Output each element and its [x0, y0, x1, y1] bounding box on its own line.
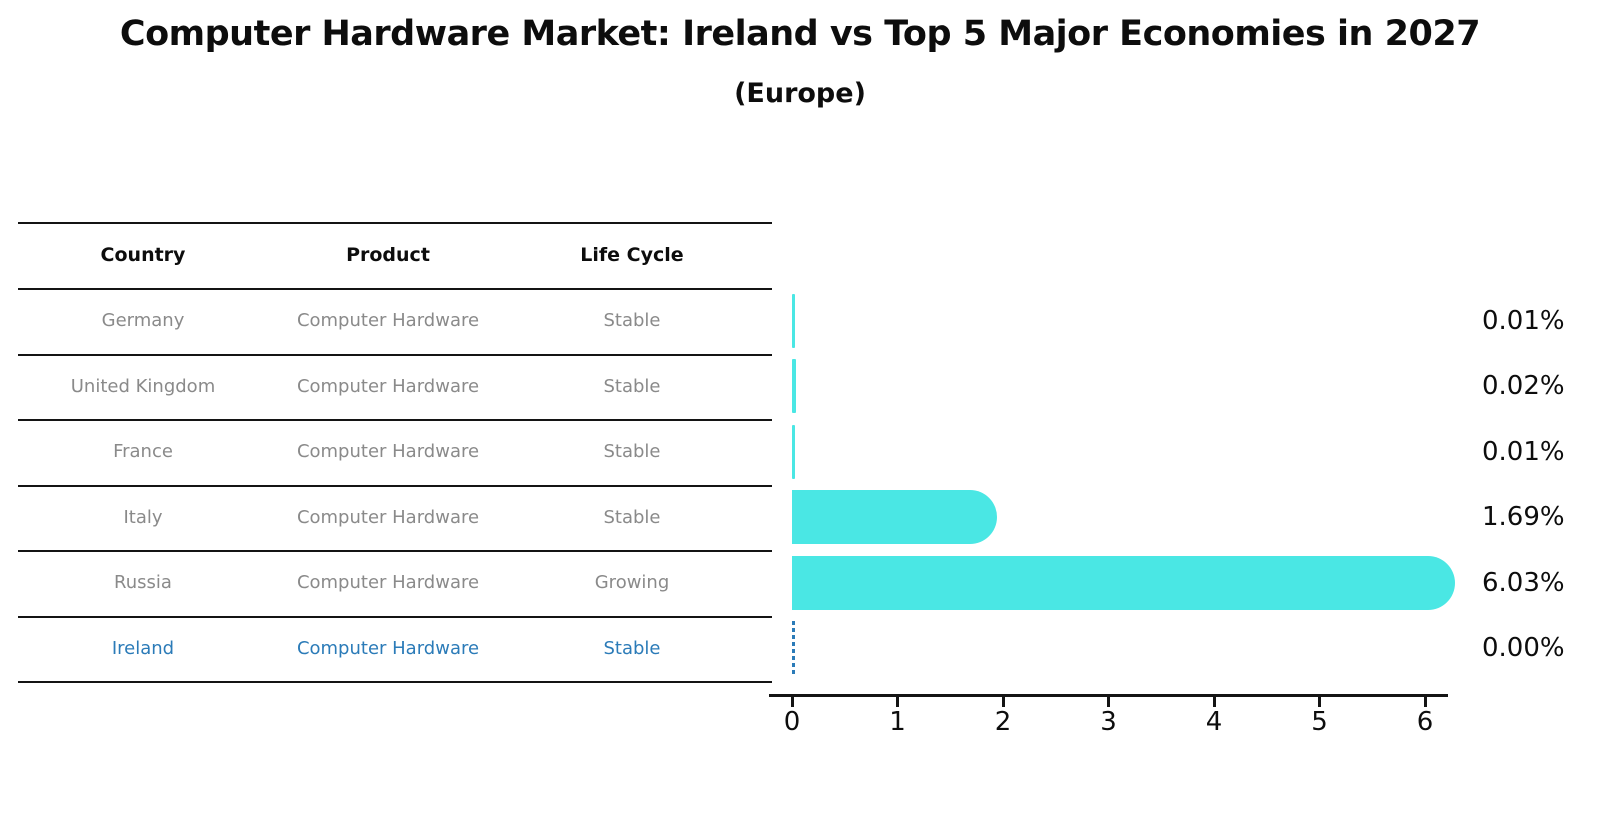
- table-rule: [18, 222, 772, 224]
- table-cell-product: Computer Hardware: [296, 375, 480, 397]
- zero-value-bar: [792, 621, 795, 676]
- table-cell-life_cycle: Stable: [603, 375, 661, 397]
- table-rule: [18, 353, 772, 356]
- table-cell-product: Computer Hardware: [296, 310, 480, 331]
- table-rule: [18, 419, 772, 421]
- value-bar: [792, 359, 796, 414]
- table-cell-country: Germany: [101, 310, 185, 331]
- table-rule: [18, 615, 772, 618]
- bar-value-label: 6.03%: [1482, 567, 1565, 598]
- axis-tick: [1318, 694, 1321, 707]
- axis-tick: [1423, 694, 1427, 707]
- table-cell-life_cycle: Stable: [603, 637, 661, 659]
- value-bar: [792, 293, 795, 348]
- axis-tick-label: 2: [994, 707, 1012, 737]
- bar-value-label: 0.01%: [1482, 305, 1565, 336]
- bar-value-label: 0.02%: [1482, 371, 1565, 402]
- table-cell-product: Computer Hardware: [296, 441, 480, 462]
- value-bar: [792, 490, 998, 545]
- axis-tick: [790, 694, 794, 707]
- axis-tick: [1001, 694, 1005, 707]
- table-cell-life_cycle: Stable: [603, 441, 661, 462]
- table-header-life-cycle: Life Cycle: [580, 244, 684, 266]
- bar-value-label: 0.00%: [1482, 633, 1565, 664]
- bar-value-label: 0.01%: [1482, 436, 1565, 467]
- value-bar: [792, 555, 1456, 610]
- axis-tick-label: 6: [1416, 707, 1434, 737]
- table-cell-life_cycle: Stable: [603, 506, 661, 528]
- chart-subtitle: (Europe): [734, 78, 866, 109]
- table-cell-product: Computer Hardware: [296, 506, 480, 528]
- table-cell-product: Computer Hardware: [296, 637, 480, 659]
- table-cell-life_cycle: Stable: [603, 310, 661, 331]
- axis-tick: [896, 694, 899, 707]
- axis-tick-label: 3: [1100, 707, 1117, 737]
- chart-title: Computer Hardware Market: Ireland vs Top…: [119, 14, 1481, 54]
- axis-tick: [1212, 694, 1216, 707]
- axis-tick-label: 5: [1311, 707, 1328, 737]
- table-cell-country: France: [113, 441, 173, 462]
- table-cell-life_cycle: Growing: [594, 572, 670, 593]
- axis-tick: [1107, 694, 1110, 707]
- table-cell-country: Ireland: [111, 637, 175, 659]
- table-rule: [18, 550, 772, 552]
- table-cell-country: Italy: [123, 506, 163, 528]
- axis-tick-label: 0: [783, 707, 801, 737]
- table-rule: [18, 484, 772, 487]
- table-cell-country: Russia: [114, 572, 172, 593]
- table-cell-country: United Kingdom: [70, 375, 216, 397]
- bar-value-label: 1.69%: [1482, 502, 1565, 533]
- axis-tick-label: 4: [1205, 707, 1223, 737]
- value-bar: [792, 424, 795, 479]
- axis-tick-label: 1: [889, 707, 906, 737]
- table-rule: [18, 288, 772, 290]
- table-header-country: Country: [100, 244, 186, 266]
- table-rule: [18, 681, 772, 683]
- table-header-product: Product: [346, 244, 430, 266]
- table-cell-product: Computer Hardware: [296, 572, 480, 593]
